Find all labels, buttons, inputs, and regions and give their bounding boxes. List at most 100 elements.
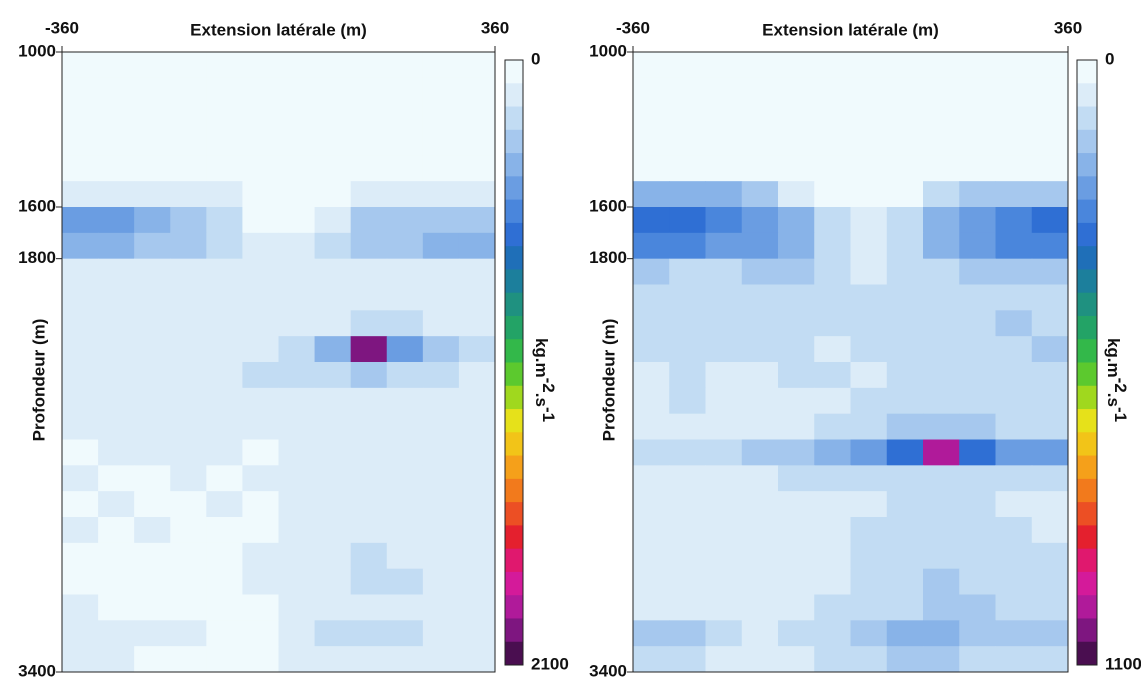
y-tick-label: 1600: [589, 196, 627, 215]
colorbar-swatch: [1077, 571, 1097, 596]
heat-cell: [242, 310, 279, 337]
heat-cell: [959, 542, 996, 570]
heat-cell: [278, 568, 316, 595]
heat-cell: [633, 387, 670, 415]
heat-cell: [458, 336, 496, 363]
heat-cell: [923, 568, 960, 595]
heat-cell: [422, 542, 460, 570]
heat-cell: [741, 362, 779, 389]
heat-cell: [741, 387, 779, 415]
heat-cell: [350, 620, 388, 647]
colorbar-frame: [1076, 59, 1098, 666]
heat-cell: [778, 517, 815, 544]
heat-cell: [814, 155, 851, 182]
heat-cell: [386, 542, 424, 570]
colorbar-label-part: -2: [1111, 378, 1130, 393]
heat-cell: [778, 491, 815, 518]
heat-cell: [134, 491, 171, 518]
heat-cell: [741, 542, 779, 570]
heat-cell: [62, 207, 99, 234]
heat-cell: [886, 155, 924, 182]
heat-cell: [886, 439, 924, 466]
heat-cell: [314, 284, 352, 311]
heat-cell: [170, 103, 207, 130]
heat-cell: [134, 387, 171, 415]
heat-cell: [62, 258, 99, 285]
heat-cell: [959, 181, 996, 208]
heat-cell: [278, 52, 316, 79]
heat-cell: [886, 52, 924, 79]
heat-cell: [778, 387, 815, 415]
y-tick-label: 3400: [589, 661, 627, 680]
colorbar-frame: [504, 59, 524, 666]
colorbar-swatch: [1077, 409, 1097, 433]
heat-cell: [422, 568, 460, 595]
heat-cell: [850, 232, 888, 260]
heat-cell: [314, 413, 352, 440]
colorbar-swatch: [1077, 339, 1097, 363]
heat-cell: [62, 517, 99, 544]
heat-cell: [62, 568, 99, 595]
heat-cell: [458, 568, 496, 595]
heat-cell: [923, 362, 960, 389]
heat-cell: [350, 517, 388, 544]
heat-cell: [959, 465, 996, 492]
heat-cell: [669, 646, 706, 673]
heat-cell: [98, 284, 135, 311]
heat-cell: [422, 517, 460, 544]
heat-cell: [705, 620, 743, 647]
heat-cell: [278, 362, 316, 389]
heat-cell: [242, 439, 279, 466]
heat-cell: [850, 542, 888, 570]
heat-cell: [778, 181, 815, 208]
heat-cell: [458, 258, 496, 285]
heat-cell: [850, 594, 888, 621]
colorbar-swatch: [1077, 153, 1097, 177]
heat-cell: [134, 129, 171, 156]
colorbar-swatch: [505, 595, 523, 619]
colorbar-swatch: [505, 315, 523, 340]
heat-cell: [314, 465, 352, 492]
heat-cell: [633, 155, 670, 182]
heat-cell: [98, 465, 135, 492]
heat-cell: [62, 336, 99, 363]
heat-cell: [98, 620, 135, 647]
heat-cell: [814, 646, 851, 673]
heat-cell: [170, 207, 207, 234]
heat-cell: [995, 491, 1033, 518]
heat-cell: [170, 52, 207, 79]
heat-cell: [850, 207, 888, 234]
heat-cell: [741, 181, 779, 208]
heat-cell: [669, 207, 706, 234]
heat-cell: [633, 129, 670, 156]
heat-cell: [134, 465, 171, 492]
y-tick-label: 1600: [18, 196, 56, 215]
colorbar-swatch: [505, 339, 523, 363]
heat-cell: [633, 103, 670, 130]
heat-cell: [741, 465, 779, 492]
heat-cell: [1031, 336, 1069, 363]
heat-cell: [350, 646, 388, 673]
heat-cell: [386, 491, 424, 518]
heat-cell: [314, 258, 352, 285]
heat-cell: [633, 77, 670, 105]
heat-cell: [314, 646, 352, 673]
heat-cell: [422, 413, 460, 440]
heat-cell: [314, 620, 352, 647]
heat-cell: [242, 413, 279, 440]
heat-cell: [458, 232, 496, 260]
heat-cell: [350, 568, 388, 595]
heat-cell: [886, 362, 924, 389]
heat-cell: [814, 258, 851, 285]
heat-cell: [458, 594, 496, 621]
heat-cell: [350, 155, 388, 182]
heat-cell: [242, 491, 279, 518]
colorbar-swatch: [1077, 432, 1097, 457]
heat-cell: [886, 129, 924, 156]
heat-cell: [995, 129, 1033, 156]
heat-cell: [669, 568, 706, 595]
colorbar-swatch: [1077, 292, 1097, 317]
heat-cell: [1031, 542, 1069, 570]
heat-cell: [886, 284, 924, 311]
heat-cell: [850, 465, 888, 492]
